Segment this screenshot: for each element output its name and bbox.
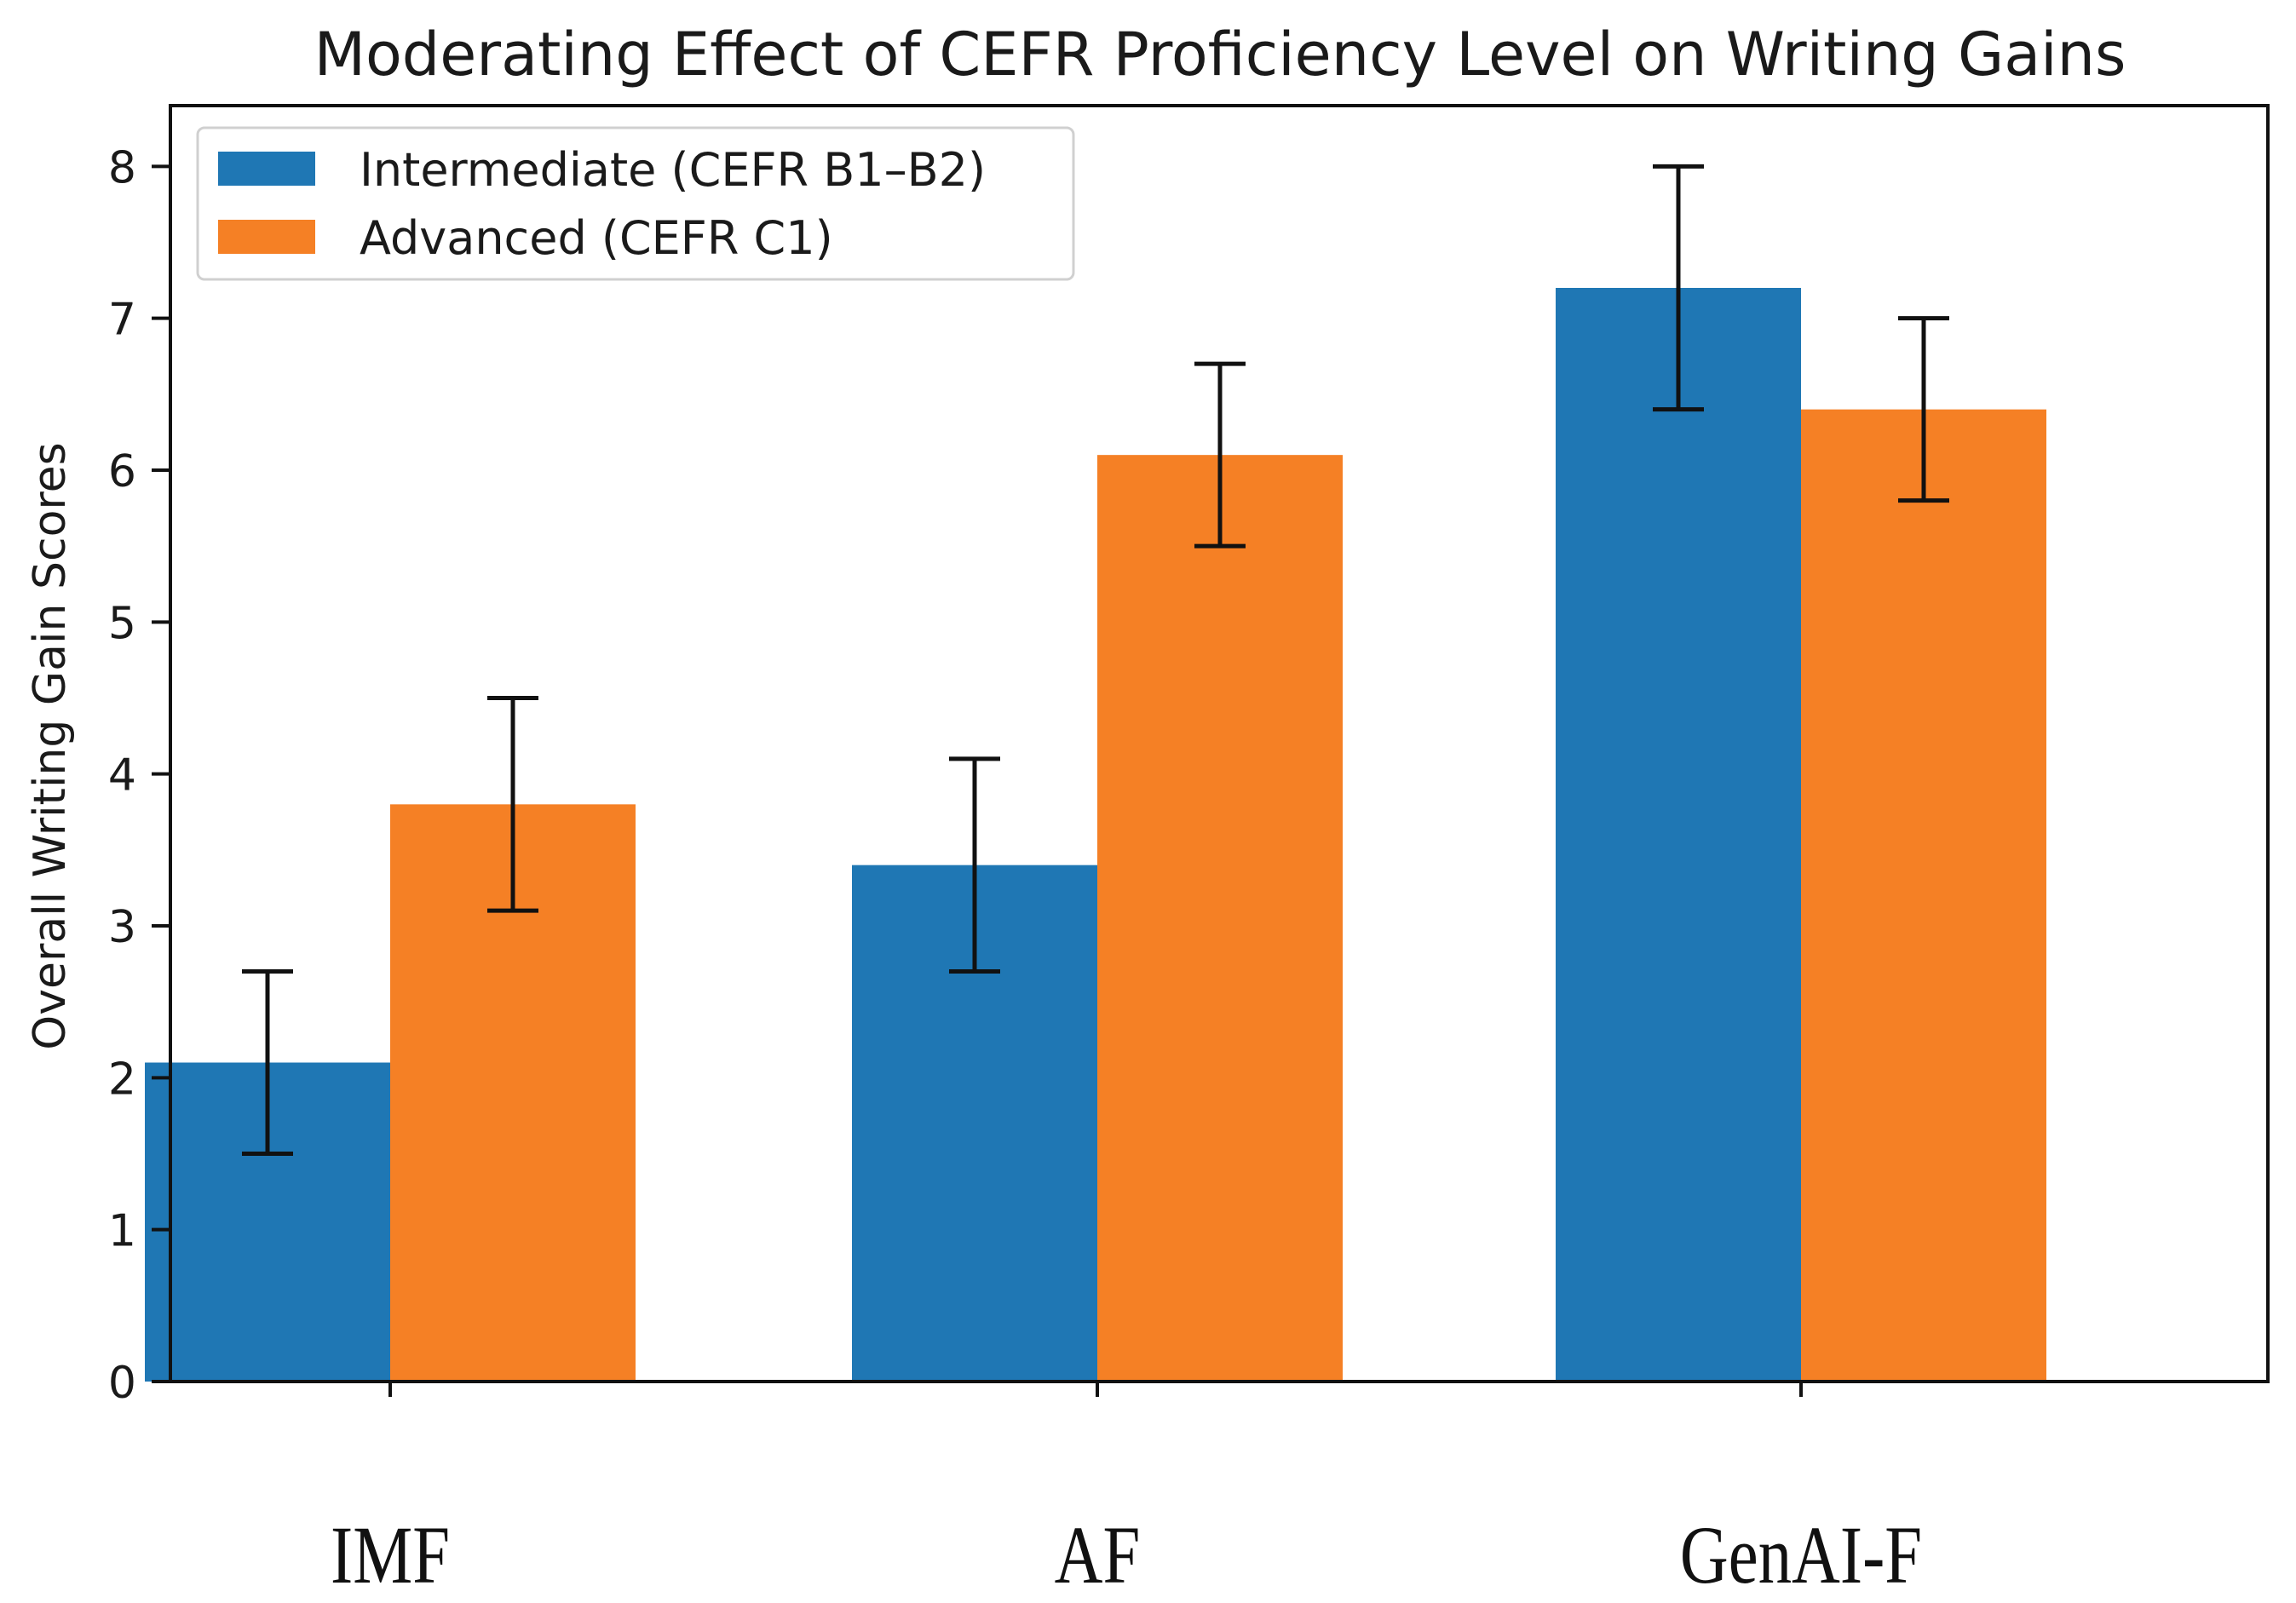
y-tick-6: 6 [108, 446, 170, 497]
chart-title: Moderating Effect of CEFR Proficiency Le… [314, 20, 2126, 89]
y-tick-0: 0 [108, 1358, 170, 1409]
x-tick-label: IMF [331, 1510, 450, 1599]
errorbar-advanced-cefr-c1-genai-f [1898, 316, 1949, 503]
bar-intermediate-cefr-b1-b2-genai-f [1556, 288, 1801, 1382]
x-tick-genai-f: GenAI-F [1680, 1382, 1922, 1600]
bar-advanced-cefr-c1-af [1097, 455, 1343, 1382]
errorbar-intermediate-cefr-b1-b2-imf [242, 969, 293, 1156]
y-axis-ticks: 0 1 2 3 4 5 6 7 8 [108, 142, 170, 1409]
errorbar-advanced-cefr-c1-imf [487, 696, 538, 913]
errorbar-intermediate-cefr-b1-b2-genai-f [1653, 164, 1704, 412]
y-tick-label: 6 [108, 446, 136, 497]
y-tick-label: 3 [108, 902, 136, 953]
bars-layer [145, 288, 2046, 1382]
legend-swatch-advanced [218, 220, 315, 254]
y-tick-label: 0 [108, 1358, 136, 1409]
y-tick-label: 8 [108, 142, 136, 193]
y-tick-1: 1 [108, 1206, 170, 1257]
y-tick-4: 4 [108, 750, 170, 802]
x-axis-ticks: IMF AF GenAI-F [331, 1382, 1922, 1600]
y-axis-label: Overall Writing Gain Scores [25, 442, 76, 1049]
plot-area-frame [169, 104, 2270, 1383]
y-tick-label: 2 [108, 1054, 136, 1105]
errorbar-intermediate-cefr-b1-b2-af [949, 756, 1000, 974]
y-tick-8: 8 [108, 142, 170, 193]
y-tick-7: 7 [108, 295, 170, 346]
y-tick-3: 3 [108, 902, 170, 953]
y-tick-label: 4 [108, 750, 136, 802]
errorbars-layer [242, 164, 1949, 1156]
legend-swatch-intermediate [218, 152, 315, 186]
x-tick-label: AF [1055, 1510, 1141, 1599]
x-tick-label: GenAI-F [1680, 1510, 1922, 1599]
y-tick-label: 1 [108, 1206, 136, 1257]
legend: Intermediate (CEFR B1–B2) Advanced (CEFR… [196, 126, 1075, 281]
x-tick-imf: IMF [331, 1382, 450, 1600]
legend-label-intermediate: Intermediate (CEFR B1–B2) [360, 143, 986, 197]
errorbar-advanced-cefr-c1-af [1194, 361, 1246, 549]
y-tick-label: 7 [108, 295, 136, 346]
y-tick-5: 5 [108, 598, 170, 649]
y-tick-label: 5 [108, 598, 136, 649]
bar-advanced-cefr-c1-genai-f [1801, 409, 2046, 1382]
y-tick-2: 2 [108, 1054, 170, 1105]
x-tick-af: AF [1055, 1382, 1141, 1600]
legend-label-advanced: Advanced (CEFR C1) [360, 211, 833, 265]
legend-frame [196, 126, 1075, 281]
